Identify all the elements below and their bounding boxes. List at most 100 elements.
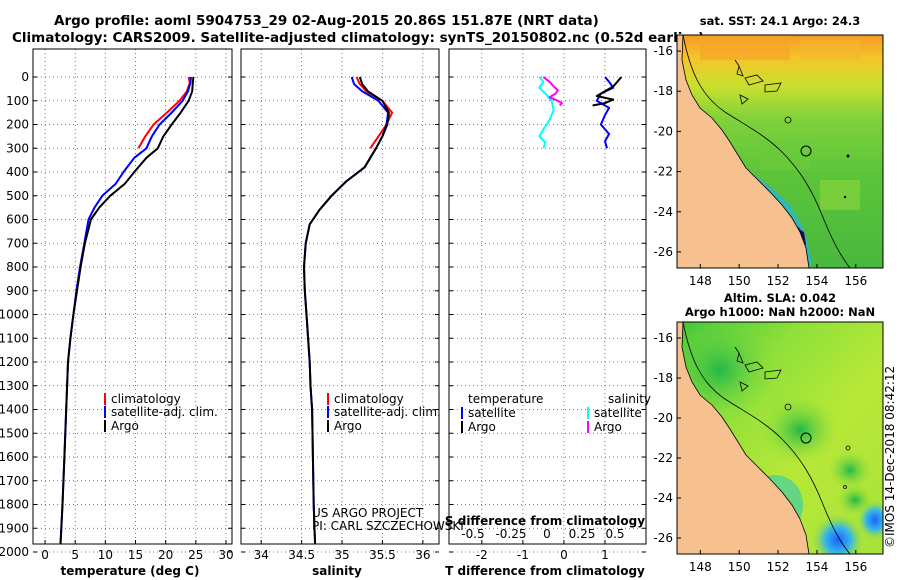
- sla-island: [845, 445, 851, 451]
- lon-tick-label: 156: [844, 274, 867, 288]
- x-tick-label: 34.5: [288, 548, 315, 562]
- sla-map-frame: [676, 321, 884, 555]
- sst-map: sat. SST: 24.1 Argo: 24.3 148 150 152 154 15…: [653, 14, 884, 288]
- salinity-axis: 34 34.5 35 35.5 36: [254, 548, 431, 562]
- series-argo: [303, 76, 390, 544]
- series-temperature-satellite: [595, 76, 615, 149]
- difference-frame: [448, 48, 647, 545]
- salinity-legend: climatology satellite-adj. clim. Argo: [327, 392, 441, 433]
- x-tick-label: 35: [334, 548, 349, 562]
- sla-island: [843, 485, 847, 489]
- series-temperature-argo: [592, 76, 623, 107]
- lat-tick-label: -24: [653, 205, 673, 219]
- s-tick: -0.5: [461, 527, 484, 541]
- lon-tick-label: 154: [805, 560, 828, 574]
- sst-patch: [820, 180, 860, 210]
- difference-grid: [449, 49, 646, 553]
- imos-stamp: ©IMOS 14-Dec-2018 08:42:12: [883, 366, 897, 548]
- series-argo: [59, 76, 195, 544]
- lat-tick-label: -24: [653, 491, 673, 505]
- pressure-tick-label: 1600: [0, 450, 29, 464]
- sst-map-axes: 148 150 152 154 156 -16 -18 -20 -22 -24 -26: [653, 44, 867, 288]
- temperature-series: [59, 76, 195, 544]
- t-difference-axis: -2 -1 0 1: [476, 548, 609, 562]
- series-salinity-satellite: [538, 76, 555, 149]
- legend-t-argo: Argo: [468, 420, 496, 434]
- legend-t-satellite: satellite: [468, 406, 516, 420]
- sla-map-subtitle: Argo h1000: NaN h2000: NaN: [685, 305, 875, 319]
- lon-tick-label: 152: [767, 274, 790, 288]
- x-tick-label: 30: [218, 548, 233, 562]
- lat-tick-label: -26: [653, 531, 673, 545]
- lat-tick-label: -26: [653, 245, 673, 259]
- sla-eddy: [812, 514, 864, 554]
- x-tick-label: 15: [128, 548, 143, 562]
- lon-tick-label: 154: [805, 274, 828, 288]
- sla-map-axes: 148 150 152 154 156 -16 -18 -20 -22 -24 -26: [653, 331, 867, 574]
- temperature-axis: 0 5 10 15 20 25 30: [41, 548, 233, 562]
- sla-eddy: [857, 500, 883, 540]
- pressure-tick-label: 900: [6, 284, 29, 298]
- pressure-tick-label: 500: [6, 189, 29, 203]
- pressure-tick-label: 1500: [0, 426, 29, 440]
- temperature-panel: 0100200300400500600700800900100011001200…: [0, 48, 234, 578]
- legend-argo: Argo: [111, 419, 139, 433]
- lon-tick-label: 150: [728, 560, 751, 574]
- lat-tick-label: -20: [653, 124, 673, 138]
- legend-satellite-adj: satellite-adj. clim.: [334, 405, 441, 419]
- lon-tick-label: 156: [844, 560, 867, 574]
- pressure-tick-label: 800: [6, 260, 29, 274]
- salinity-series: [303, 76, 394, 544]
- t-difference-axis-label: T difference from climatology: [445, 564, 645, 578]
- legend-satellite-adj: satellite-adj. clim.: [111, 405, 218, 419]
- lat-tick-label: -18: [653, 371, 673, 385]
- pressure-tick-label: 1300: [0, 379, 29, 393]
- sla-contour-line: [682, 322, 851, 554]
- salinity-panel: 34 34.5 35 35.5 36 salinity climatology sate…: [240, 48, 464, 578]
- pressure-tick-label: 300: [6, 141, 29, 155]
- sst-warm-patch: [800, 40, 860, 60]
- pressure-tick-label: 100: [6, 94, 29, 108]
- sst-map-frame: [676, 34, 884, 269]
- legend-s-argo: Argo: [594, 420, 622, 434]
- x-tick-label: -1: [517, 548, 529, 562]
- legend-s-satellite: satellite: [594, 406, 642, 420]
- lat-tick-label: -22: [653, 165, 673, 179]
- x-tick-label: -2: [476, 548, 488, 562]
- pressure-tick-label: 1200: [0, 355, 29, 369]
- x-tick-label: 5: [71, 548, 79, 562]
- x-tick-label: 10: [98, 548, 113, 562]
- sst-land: [677, 35, 810, 268]
- lat-tick-label: -20: [653, 411, 673, 425]
- series-climatology: [137, 76, 191, 149]
- sst-island: [843, 195, 847, 199]
- lat-tick-label: -16: [653, 44, 673, 58]
- lon-tick-label: 148: [689, 274, 712, 288]
- legend-salinity-title: salinity: [608, 392, 651, 406]
- s-tick: 0.5: [605, 527, 624, 541]
- legend-climatology: climatology: [334, 392, 404, 406]
- temperature-grid: [33, 49, 232, 553]
- x-tick-label: 1: [601, 548, 609, 562]
- sla-land: [677, 322, 810, 554]
- salinity-frame: [240, 48, 440, 545]
- s-tick: 0: [543, 527, 551, 541]
- sla-map: Altim. SLA: 0.042 Argo h1000: NaN h2000:…: [653, 291, 884, 574]
- x-tick-label: 0: [560, 548, 568, 562]
- legend-argo: Argo: [334, 419, 362, 433]
- temperature-frame: [32, 48, 233, 545]
- x-tick-label: 36: [415, 548, 430, 562]
- series-salinity-argo: [542, 76, 563, 107]
- lon-tick-label: 150: [728, 274, 751, 288]
- sst-reefs: [734, 59, 782, 105]
- pressure-tick-label: 400: [6, 165, 29, 179]
- lat-tick-label: -16: [653, 331, 673, 345]
- pressure-tick-label: 600: [6, 213, 29, 227]
- pressure-tick-label: 700: [6, 236, 29, 250]
- sla-low-patch: [828, 450, 872, 490]
- lon-tick-label: 148: [689, 560, 712, 574]
- s-tick: 0.25: [569, 527, 596, 541]
- x-tick-label: 35.5: [369, 548, 396, 562]
- sla-reefs: [734, 346, 782, 392]
